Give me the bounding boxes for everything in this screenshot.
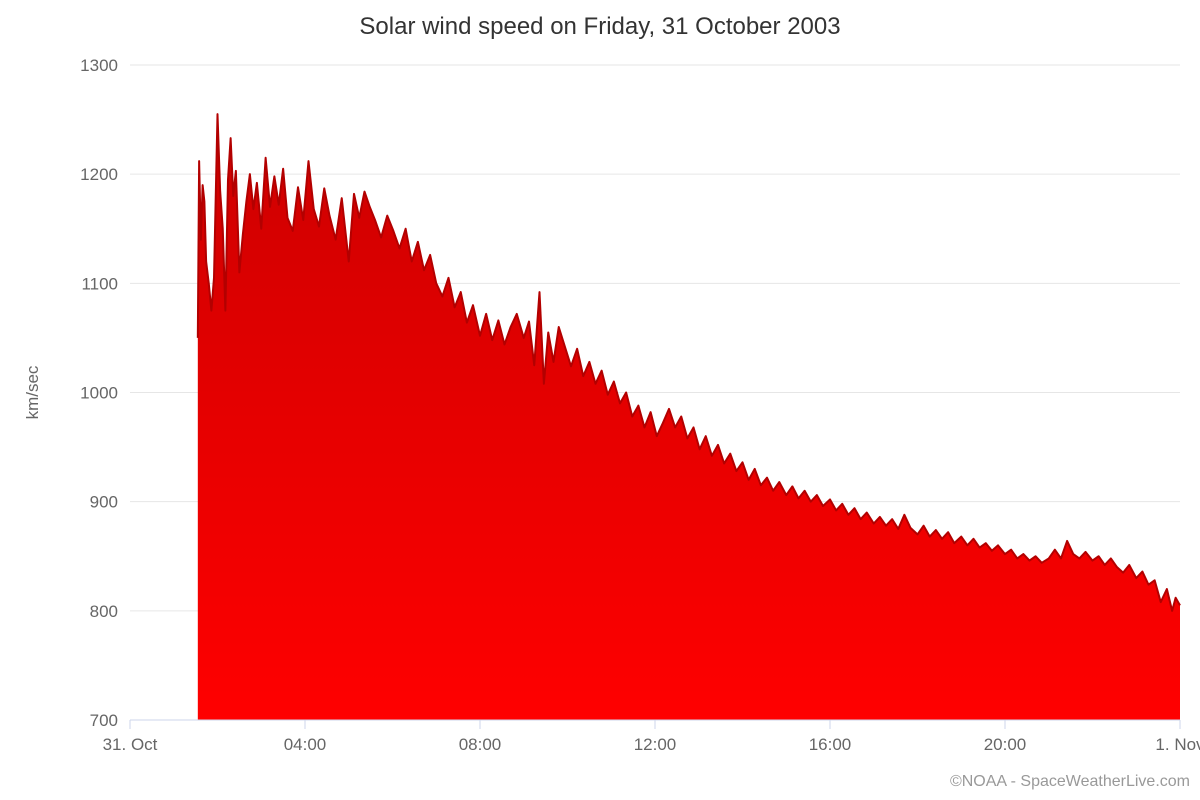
y-tick-label: 1100 <box>81 274 118 293</box>
x-tick-label: 12:00 <box>634 735 677 754</box>
y-tick-label: 900 <box>90 493 118 512</box>
y-tick-label: 1000 <box>80 384 118 403</box>
x-tick-label: 1. Nov <box>1155 735 1200 754</box>
y-tick-label: 800 <box>90 602 118 621</box>
chart-credits: ©NOAA - SpaceWeatherLive.com <box>950 773 1190 790</box>
chart-container: 700 800 900 1000 1100 1200 1300 31. Oct 04:00 08:… <box>0 0 1200 800</box>
x-tick-label: 16:00 <box>809 735 852 754</box>
y-axis-title: km/sec <box>23 365 42 419</box>
x-tick-label: 08:00 <box>459 735 502 754</box>
y-tick-label: 1200 <box>80 165 118 184</box>
x-tick-label: 31. Oct <box>103 735 158 754</box>
y-tick-label: 700 <box>90 711 118 730</box>
y-tick-label: 1300 <box>80 56 118 75</box>
chart-svg: 700 800 900 1000 1100 1200 1300 31. Oct 04:00 08:… <box>0 0 1200 800</box>
x-tick-label: 04:00 <box>284 735 327 754</box>
chart-title: Solar wind speed on Friday, 31 October 2… <box>359 13 840 40</box>
x-tick-label: 20:00 <box>984 735 1027 754</box>
